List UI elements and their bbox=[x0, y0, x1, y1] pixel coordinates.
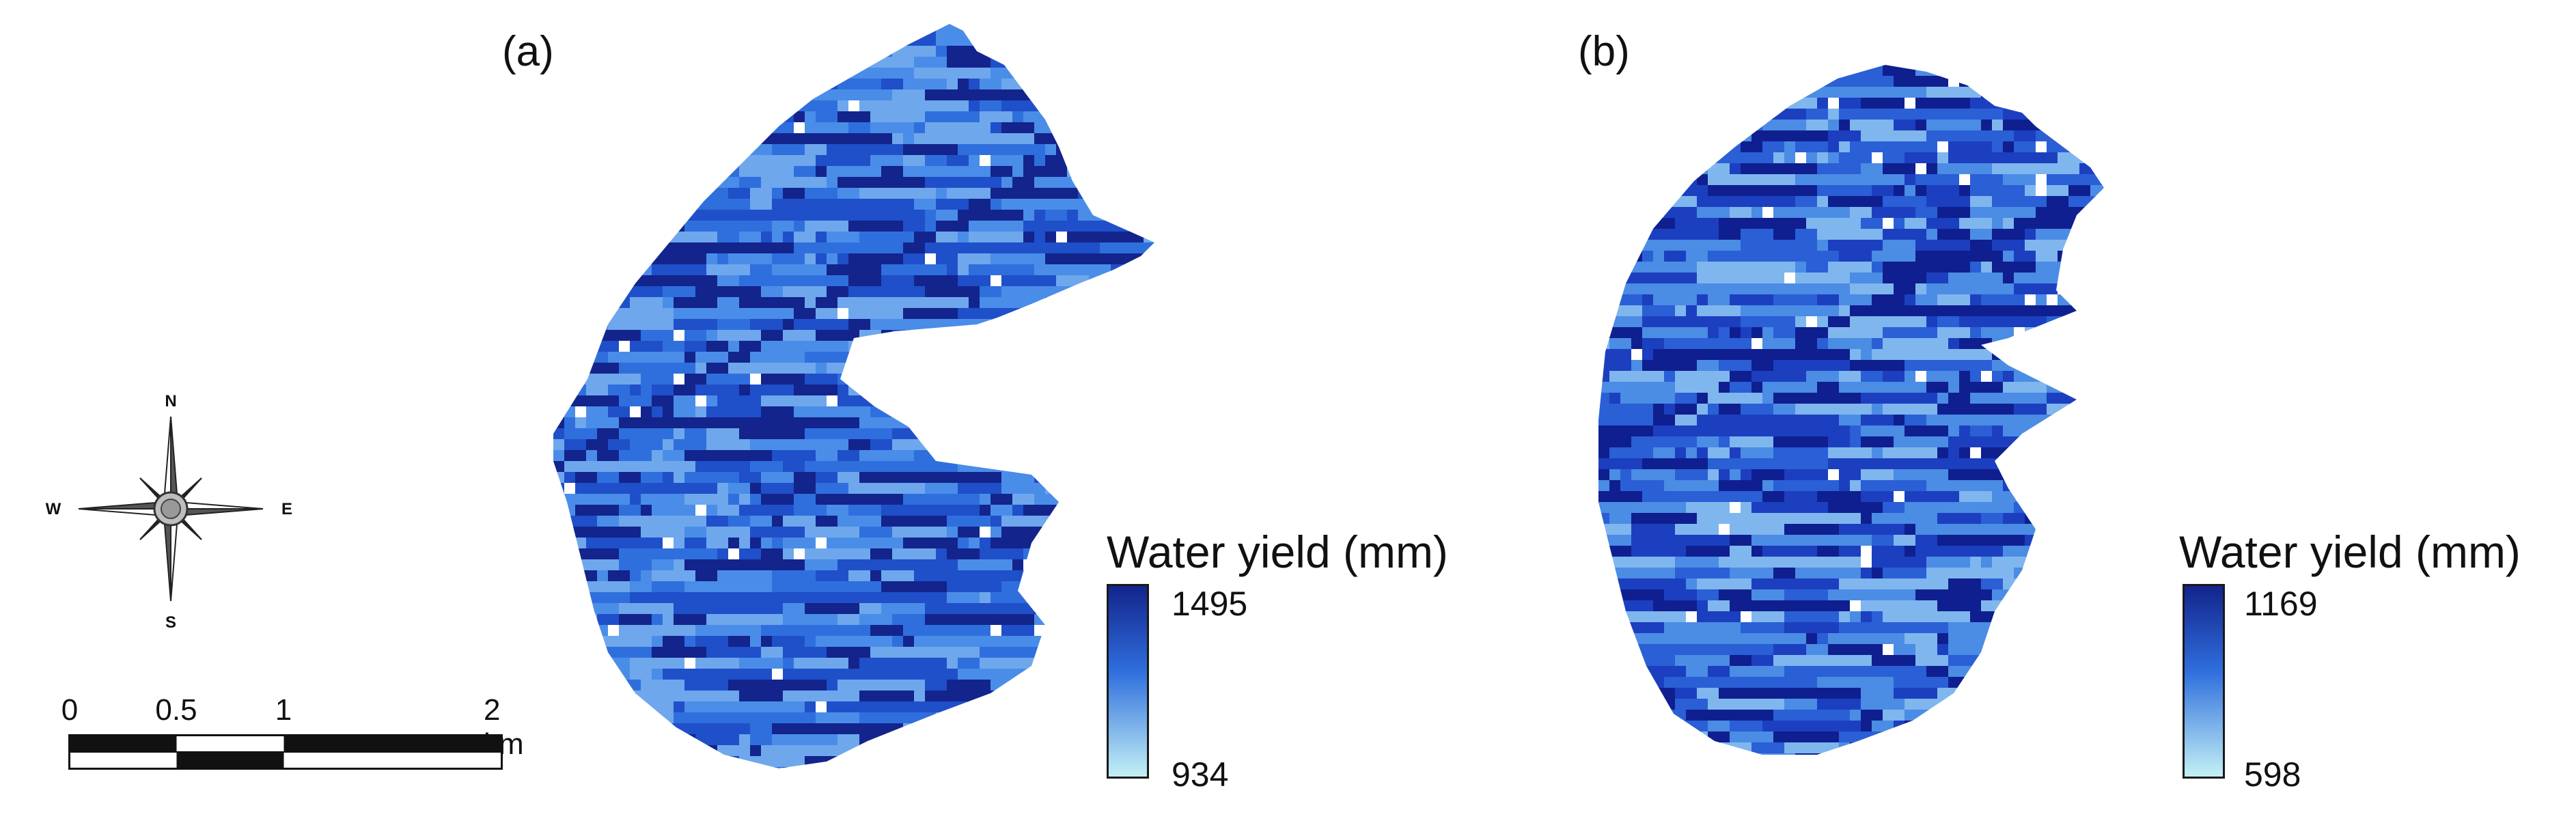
legend-b-max: 1169 bbox=[2244, 585, 2318, 623]
scale-label-0: 0 bbox=[61, 693, 79, 727]
legend-a-color-ramp bbox=[1107, 584, 1149, 779]
north-arrow: N S E W bbox=[45, 382, 294, 632]
panel-b-label: (b) bbox=[1578, 28, 1630, 75]
map-b-raster bbox=[1598, 65, 2104, 755]
compass-north-label: N bbox=[165, 392, 177, 410]
scale-bar-graphic bbox=[68, 734, 503, 770]
water-yield-map-a bbox=[553, 24, 1154, 768]
legend-b-title: Water yield (mm) bbox=[2179, 527, 2521, 577]
scale-bar: 0 0.5 1 2 km bbox=[27, 693, 574, 789]
scale-label-2-km: 2 km bbox=[484, 693, 524, 761]
legend-a-min: 934 bbox=[1172, 755, 1229, 794]
compass-south-label: S bbox=[165, 613, 177, 632]
scale-label-0-5: 0.5 bbox=[155, 693, 197, 727]
panel-a-label: (a) bbox=[502, 28, 554, 75]
legend-a-title: Water yield (mm) bbox=[1107, 527, 1448, 577]
legend-b-min: 598 bbox=[2244, 755, 2301, 794]
legend-a-max: 1495 bbox=[1172, 585, 1248, 623]
compass-rose-icon bbox=[78, 416, 264, 602]
water-yield-map-b bbox=[1598, 65, 2104, 755]
scale-label-1: 1 bbox=[275, 693, 292, 727]
map-a-raster bbox=[553, 24, 1154, 768]
compass-east-label: E bbox=[281, 500, 293, 518]
legend-b-color-ramp bbox=[2183, 584, 2225, 779]
compass-west-label: W bbox=[45, 500, 61, 518]
